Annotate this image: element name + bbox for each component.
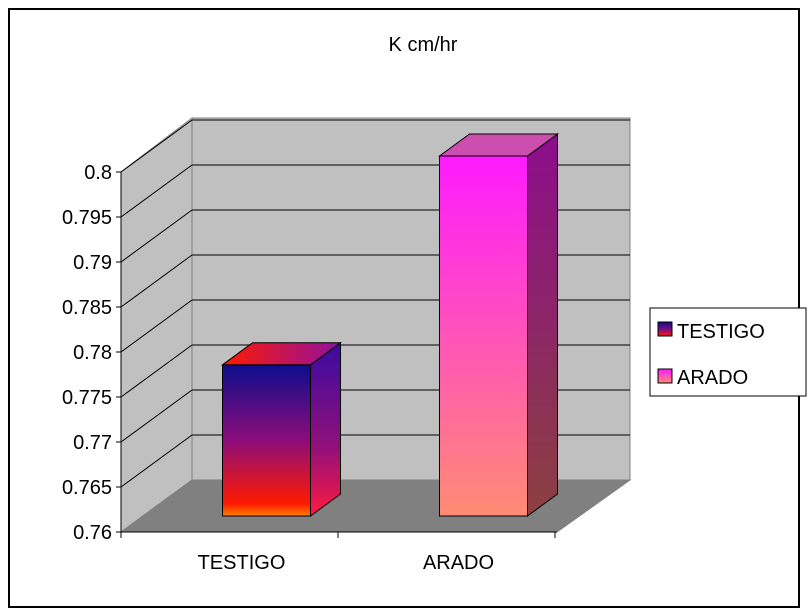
y-tick-label: 0.79 [73, 252, 112, 274]
y-tick-labels: 0.76 0.765 0.77 0.775 0.78 0.785 0.79 0.795 0.8 [62, 162, 112, 544]
y-tick-label: 0.775 [62, 387, 112, 409]
bar-testigo-front [222, 364, 311, 517]
legend-label-arado: ARADO [677, 367, 748, 389]
gridline-side [120, 254, 193, 308]
y-tick-label: 0.78 [73, 342, 112, 364]
bar-arado-side [527, 133, 558, 517]
bar-arado-top [437, 133, 560, 157]
bars [220, 133, 560, 517]
legend-swatch-arado [657, 368, 673, 384]
legend-label-testigo: TESTIGO [677, 321, 765, 343]
bar-testigo-side [310, 341, 341, 517]
y-tick-label: 0.785 [62, 297, 112, 319]
y-tick-label: 0.76 [73, 522, 112, 544]
bar-testigo-top [220, 342, 343, 366]
side-wall [120, 116, 193, 533]
gridline-side [120, 164, 193, 218]
bar-arado-front [439, 155, 528, 517]
y-tick-label: 0.795 [62, 207, 112, 229]
gridline-side [120, 299, 193, 353]
x-tick-label-testigo: TESTIGO [198, 552, 286, 574]
x-tick-labels: TESTIGO ARADO [198, 552, 494, 574]
y-tick-label: 0.765 [62, 477, 112, 499]
gridline-side [120, 389, 193, 443]
legend-box [649, 307, 807, 397]
axes [116, 171, 557, 538]
chart-title: K cm/hr [389, 34, 458, 56]
legend: TESTIGO ARADO [649, 307, 807, 397]
y-tick-label: 0.77 [73, 432, 112, 454]
gridline-side [120, 344, 193, 398]
gridline-side [120, 119, 193, 173]
y-tick-label: 0.8 [84, 162, 112, 184]
gridline-side [120, 209, 193, 263]
legend-swatch-testigo [657, 321, 673, 337]
x-tick-label-arado: ARADO [423, 552, 494, 574]
gridline-side [120, 434, 193, 488]
